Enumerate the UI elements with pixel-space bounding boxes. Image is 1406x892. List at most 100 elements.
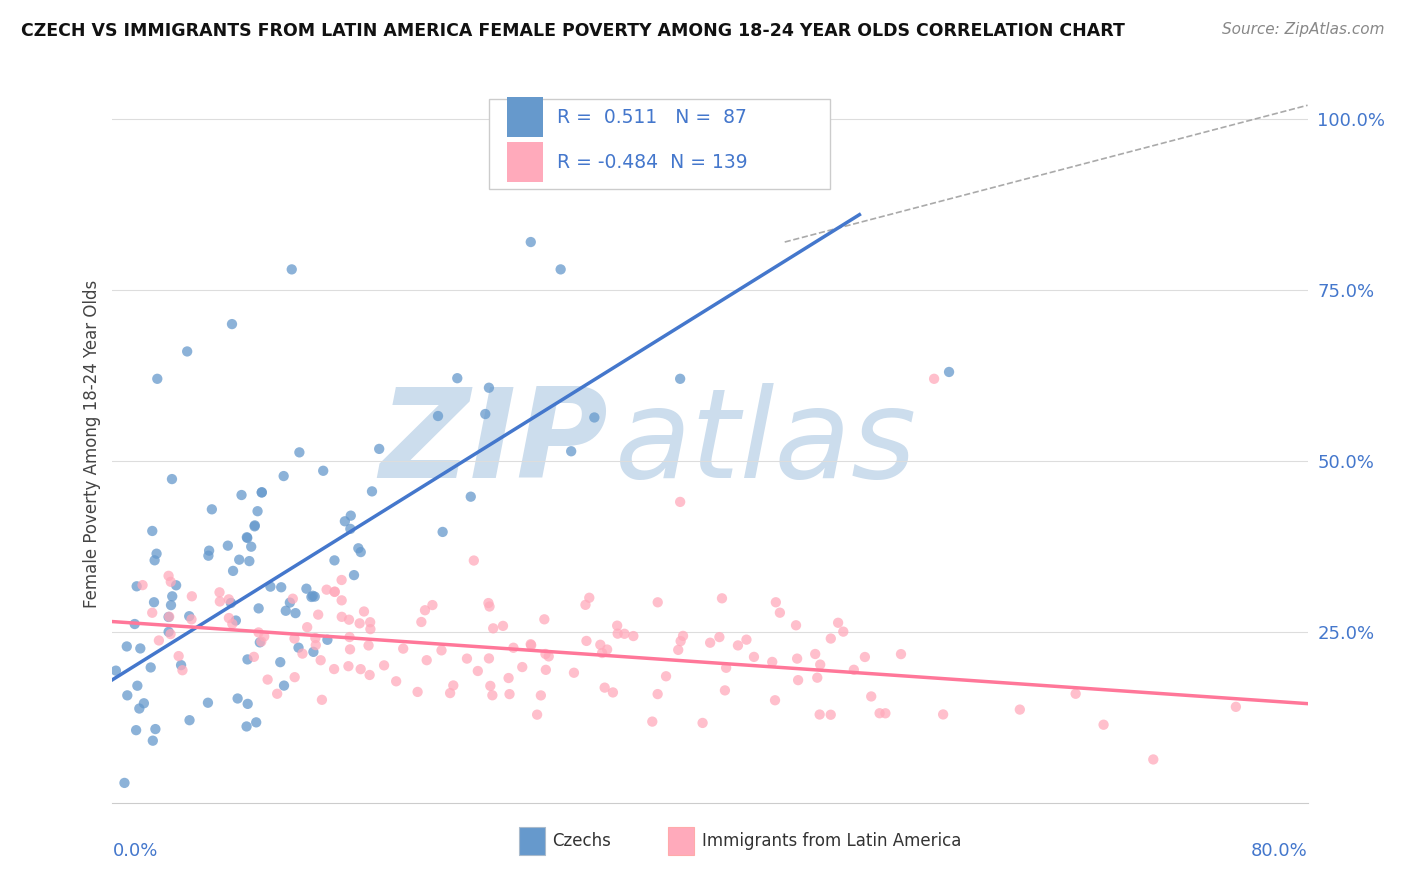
- Point: [520, 235, 543, 249]
- Point: [179, 609, 201, 624]
- Point: [550, 262, 572, 277]
- Point: [218, 611, 240, 625]
- Point: [208, 594, 231, 608]
- Point: [269, 655, 291, 669]
- Point: [415, 653, 437, 667]
- Point: [243, 518, 266, 533]
- Point: [253, 630, 276, 644]
- Point: [574, 598, 596, 612]
- Point: [170, 658, 193, 673]
- Point: [357, 639, 380, 653]
- Point: [273, 469, 295, 483]
- Point: [786, 651, 808, 665]
- Point: [117, 689, 139, 703]
- Point: [411, 615, 433, 629]
- Point: [613, 627, 636, 641]
- Point: [238, 554, 260, 568]
- FancyBboxPatch shape: [508, 142, 543, 182]
- Point: [127, 679, 149, 693]
- Point: [180, 589, 202, 603]
- Point: [575, 634, 598, 648]
- Point: [413, 603, 436, 617]
- Point: [804, 647, 827, 661]
- Point: [266, 687, 288, 701]
- Point: [765, 595, 787, 609]
- Point: [143, 595, 166, 609]
- Point: [236, 697, 259, 711]
- Point: [284, 670, 307, 684]
- Point: [537, 649, 560, 664]
- Point: [259, 580, 281, 594]
- Point: [225, 614, 247, 628]
- Point: [593, 681, 616, 695]
- Point: [288, 445, 311, 459]
- Point: [583, 410, 606, 425]
- Point: [1225, 699, 1247, 714]
- Point: [312, 464, 335, 478]
- Point: [339, 630, 361, 644]
- Point: [359, 668, 381, 682]
- FancyBboxPatch shape: [508, 97, 543, 136]
- Point: [832, 624, 855, 639]
- Point: [197, 696, 219, 710]
- Point: [231, 488, 253, 502]
- Point: [274, 604, 297, 618]
- Point: [361, 484, 384, 499]
- Point: [330, 610, 353, 624]
- Point: [441, 678, 464, 692]
- Point: [463, 553, 485, 567]
- Point: [240, 540, 263, 554]
- Point: [115, 640, 138, 654]
- Point: [249, 635, 271, 649]
- Point: [291, 647, 314, 661]
- Point: [460, 490, 482, 504]
- Point: [498, 671, 520, 685]
- Point: [323, 585, 346, 599]
- Point: [842, 663, 865, 677]
- Point: [339, 508, 361, 523]
- Point: [221, 616, 243, 631]
- Point: [339, 522, 361, 536]
- Point: [621, 629, 644, 643]
- Point: [145, 547, 167, 561]
- Point: [235, 719, 257, 733]
- Point: [236, 530, 259, 544]
- Point: [243, 649, 266, 664]
- Point: [278, 596, 301, 610]
- Point: [304, 590, 326, 604]
- Point: [350, 662, 373, 676]
- Point: [315, 582, 337, 597]
- Point: [353, 605, 375, 619]
- Point: [422, 598, 444, 612]
- Point: [359, 622, 381, 636]
- Point: [742, 649, 765, 664]
- Point: [669, 634, 692, 648]
- Point: [385, 674, 408, 689]
- Y-axis label: Female Poverty Among 18-24 Year Olds: Female Poverty Among 18-24 Year Olds: [83, 280, 101, 607]
- Point: [295, 582, 318, 596]
- Point: [222, 564, 245, 578]
- Point: [349, 616, 371, 631]
- Point: [270, 580, 292, 594]
- Point: [236, 652, 259, 666]
- Point: [250, 485, 273, 500]
- Point: [562, 665, 585, 680]
- Text: Immigrants from Latin America: Immigrants from Latin America: [702, 832, 962, 850]
- Point: [302, 645, 325, 659]
- Point: [236, 531, 259, 545]
- Point: [827, 615, 849, 630]
- Point: [373, 658, 395, 673]
- Point: [860, 690, 883, 704]
- Point: [520, 638, 543, 652]
- Point: [301, 590, 323, 604]
- Point: [131, 578, 153, 592]
- Point: [333, 514, 356, 528]
- Point: [481, 688, 503, 702]
- Point: [347, 541, 370, 556]
- Point: [710, 591, 733, 606]
- Point: [218, 592, 240, 607]
- Point: [307, 607, 329, 622]
- Point: [284, 606, 307, 620]
- Point: [478, 651, 501, 665]
- Point: [124, 617, 146, 632]
